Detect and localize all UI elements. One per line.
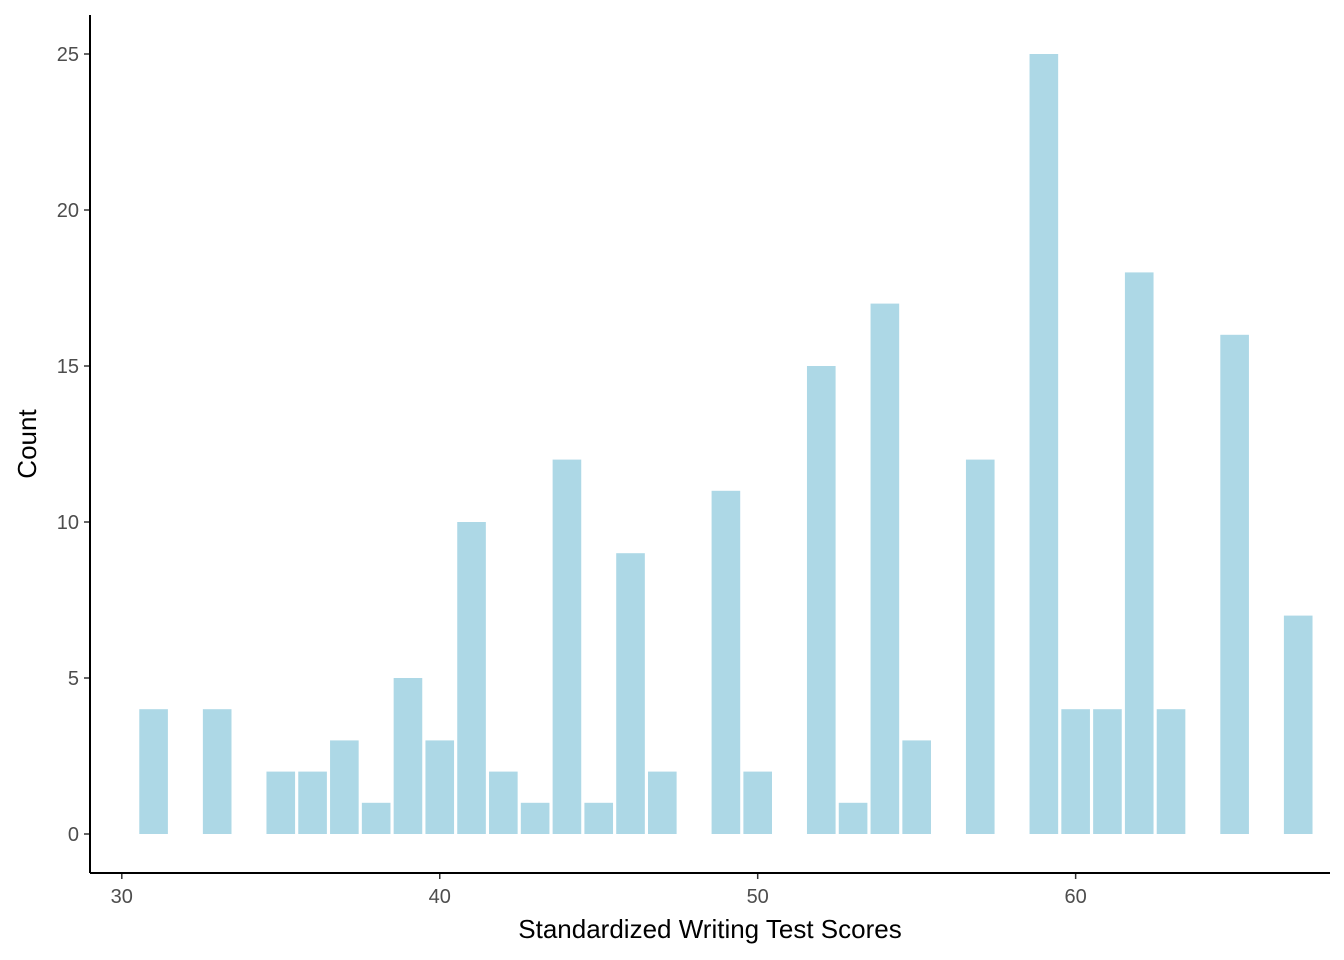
bar-67 [1283, 615, 1313, 834]
y-axis-title: Count [12, 409, 42, 479]
x-tick-label: 40 [429, 886, 451, 908]
y-tick-label: 25 [57, 44, 79, 66]
bar-45 [584, 802, 614, 834]
bar-54 [870, 303, 900, 835]
bar-36 [298, 771, 327, 834]
bar-31 [139, 709, 168, 834]
y-tick-label: 0 [68, 824, 79, 846]
bar-63 [1156, 709, 1186, 834]
bar-40 [425, 740, 455, 834]
bar-57 [965, 459, 995, 834]
bar-44 [552, 459, 582, 834]
bar-53 [838, 802, 868, 834]
y-tick-label: 5 [68, 668, 79, 690]
bar-41 [457, 522, 486, 834]
bar-59 [1029, 54, 1059, 834]
x-tick-label: 60 [1065, 886, 1087, 908]
bar-37 [330, 740, 359, 834]
bar-47 [648, 771, 677, 834]
bar-43 [520, 802, 550, 834]
y-tick-label: 20 [57, 200, 79, 222]
bar-39 [393, 678, 423, 834]
bar-50 [743, 771, 772, 834]
y-tick-label: 15 [57, 356, 79, 378]
x-axis-ticks: 30 40 50 60 [111, 873, 1087, 908]
bar-35 [266, 771, 296, 834]
x-tick-label: 50 [747, 886, 769, 908]
y-tick-label: 10 [57, 512, 79, 534]
bar-55 [902, 740, 931, 834]
bar-49 [711, 490, 741, 834]
bar-61 [1093, 709, 1122, 834]
bar-60 [1061, 709, 1090, 834]
bar-42 [489, 771, 518, 834]
bar-65 [1220, 334, 1249, 834]
y-axis-ticks: 0 5 10 15 20 25 [57, 44, 90, 846]
bar-46 [616, 553, 645, 834]
x-tick-label: 30 [111, 886, 133, 908]
x-axis-title: Standardized Writing Test Scores [518, 914, 901, 944]
bar-38 [361, 802, 391, 834]
bar-52 [806, 366, 836, 834]
bar-62 [1124, 272, 1154, 834]
bar-33 [202, 709, 232, 834]
bar-group [139, 54, 1313, 835]
